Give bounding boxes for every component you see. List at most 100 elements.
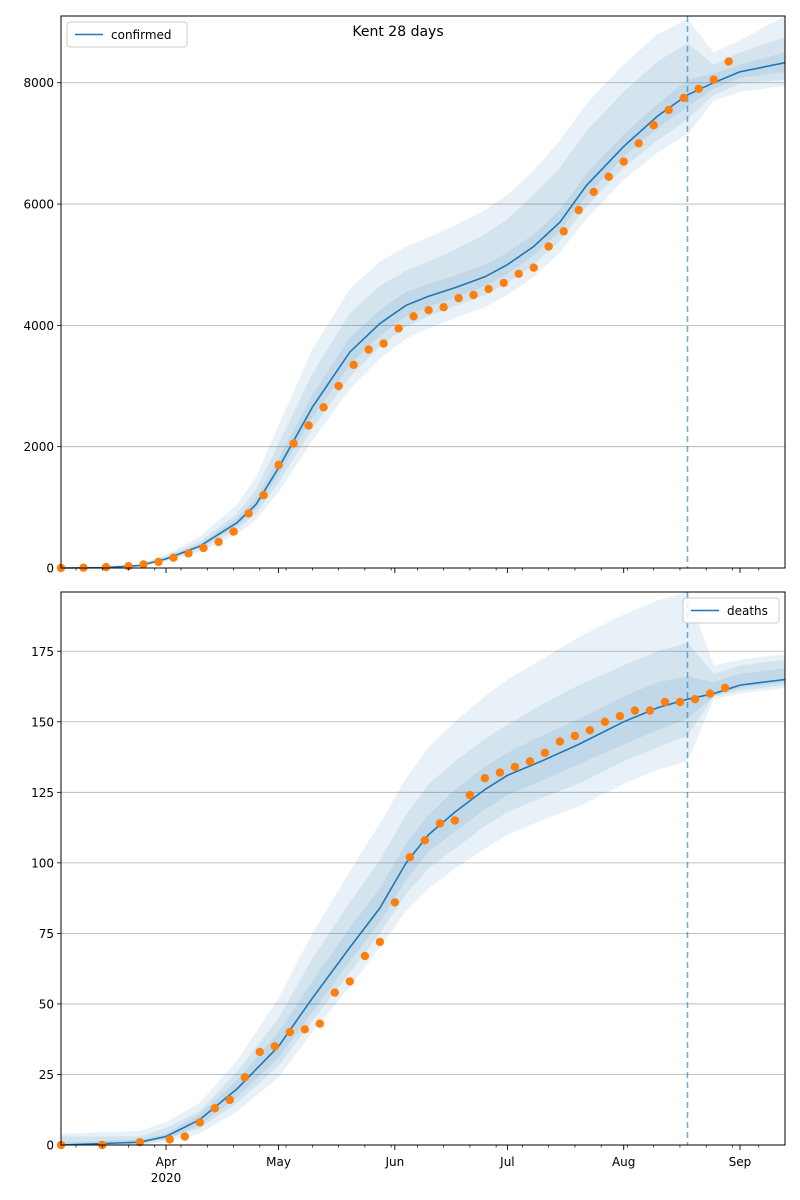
observed-point (679, 93, 688, 103)
observed-point (660, 697, 670, 707)
legend-label: deaths (727, 604, 768, 618)
observed-point (484, 284, 493, 294)
observed-point (139, 560, 148, 569)
observed-point (724, 57, 733, 66)
observed-point (364, 345, 373, 354)
observed-point (180, 1132, 189, 1141)
observed-point (529, 263, 538, 272)
observed-point (439, 303, 448, 312)
observed-point (664, 105, 673, 115)
observed-point (330, 988, 339, 997)
observed-point (349, 360, 358, 369)
observed-point (510, 762, 520, 772)
uncertainty-band (61, 642, 785, 1145)
observed-point (574, 205, 583, 215)
observed-point (379, 339, 388, 348)
observed-point (424, 306, 433, 315)
observed-point (300, 1025, 309, 1034)
observed-point (169, 553, 178, 562)
observed-point (499, 278, 508, 288)
y-tick-label: 100 (31, 856, 54, 870)
observed-point (225, 1095, 234, 1105)
observed-point (405, 853, 415, 862)
observed-point (469, 290, 478, 300)
observed-point (315, 1019, 324, 1028)
observed-point (675, 697, 685, 707)
observed-point (544, 242, 553, 251)
observed-point (285, 1027, 294, 1037)
observed-point (375, 937, 385, 947)
observed-point (274, 460, 283, 470)
observed-point (199, 543, 208, 553)
observed-point (210, 1104, 219, 1113)
observed-point (154, 557, 163, 567)
observed-point (555, 737, 565, 746)
observed-point (214, 537, 223, 547)
observed-point (165, 1135, 174, 1144)
legend-label: confirmed (111, 28, 172, 42)
observed-point (101, 562, 111, 572)
deaths-panel: 0 25 50 75 100 125 150 175 Apr May Jun Jul Aug Sep 202… (31, 591, 786, 1185)
observed-point (270, 1042, 279, 1051)
observed-point (585, 726, 595, 735)
observed-point (709, 75, 718, 84)
x-tick-label: Sep (729, 1155, 752, 1169)
observed-point (304, 421, 313, 430)
y-tick-label: 2000 (23, 440, 54, 454)
y-tick-label: 175 (31, 645, 54, 659)
y-tick-label: 0 (46, 1139, 54, 1153)
y-tick-label: 6000 (23, 198, 54, 212)
observed-point (525, 757, 535, 766)
x-tick-label: Apr (156, 1155, 177, 1169)
observed-point (319, 403, 328, 412)
x-tick-label: Aug (612, 1155, 635, 1169)
observed-point (604, 172, 613, 181)
observed-point (135, 1138, 144, 1147)
observed-point (409, 312, 418, 321)
observed-point (454, 293, 463, 303)
y-tick-label: 8000 (23, 76, 54, 90)
observed-point (229, 527, 238, 536)
observed-point (465, 790, 475, 800)
observed-point (255, 1047, 264, 1057)
legend-box (66, 21, 188, 48)
observed-point (589, 187, 598, 197)
observed-point (360, 951, 370, 961)
x-tick-label: Jun (384, 1155, 404, 1169)
observed-point (514, 269, 523, 278)
y-tick-label: 50 (39, 997, 54, 1011)
y-tick-label: 75 (39, 927, 54, 941)
observed-point (450, 816, 460, 825)
observed-point (394, 324, 403, 333)
observed-point (334, 381, 343, 391)
observed-point (619, 157, 628, 166)
observed-point (480, 774, 490, 783)
uncertainty-band (61, 37, 785, 568)
observed-point (244, 509, 253, 518)
observed-point (540, 748, 550, 757)
observed-point (649, 121, 658, 130)
observed-point (634, 139, 643, 148)
x-tick-label: Jul (499, 1155, 514, 1169)
observed-point (559, 227, 568, 236)
observed-point (345, 977, 354, 986)
observed-point (694, 84, 703, 94)
observed-point (259, 491, 268, 500)
y-tick-label: 0 (46, 562, 54, 576)
chart-title: Kent 28 days (352, 24, 443, 40)
observed-point (645, 706, 655, 715)
observed-point (390, 898, 400, 907)
observed-point (435, 819, 445, 828)
observed-point (570, 731, 580, 741)
y-tick-label: 125 (31, 786, 54, 800)
uncertainty-band (61, 592, 785, 1145)
observed-point (289, 439, 298, 448)
y-tick-label: 4000 (23, 319, 54, 333)
observed-point (690, 695, 700, 704)
x-tick-label: May (266, 1155, 291, 1169)
confirmed-panel: 0 2000 4000 6000 8000 confirmed (23, 15, 786, 576)
uncertainty-band (61, 16, 785, 568)
observed-point (630, 706, 640, 715)
observed-point (705, 689, 715, 698)
